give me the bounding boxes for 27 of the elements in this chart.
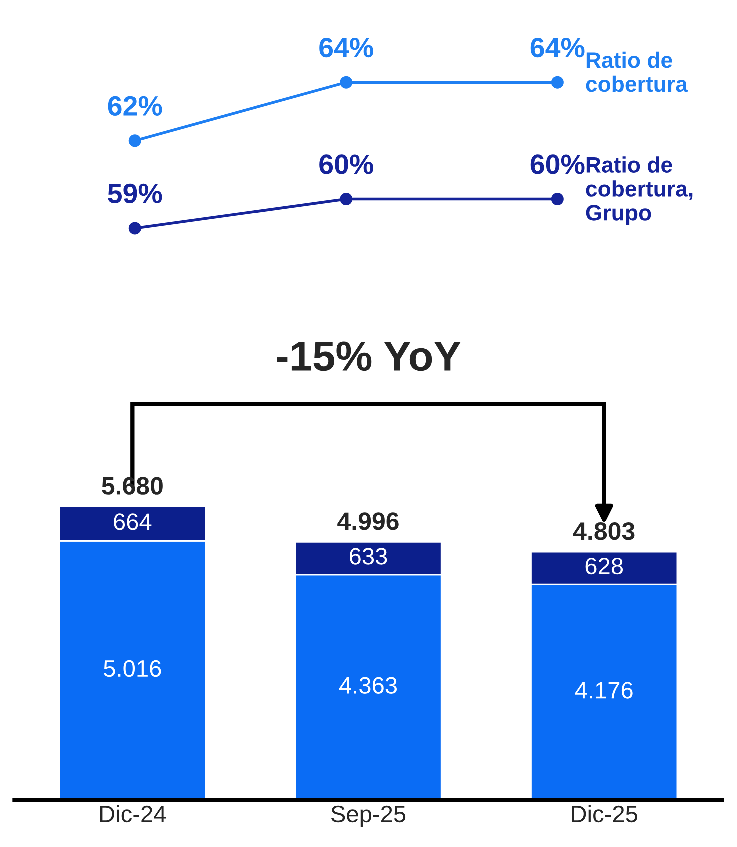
total-label: 4.996 [338, 512, 399, 530]
series-label: Ratio de cobertura [586, 52, 688, 92]
data-label: 4.363 [340, 677, 398, 694]
data-label: 60% [530, 154, 585, 174]
x-tick-label: Sep-25 [332, 806, 406, 828]
data-label: 633 [350, 548, 388, 565]
total-label: 4.803 [573, 522, 635, 540]
data-label: 664 [114, 514, 152, 530]
data-label: 64% [530, 38, 585, 58]
x-tick-label: Dic-24 [100, 805, 166, 823]
data-label: 5.016 [104, 660, 162, 678]
series-label: Ratio de cobertura, Grupo [586, 156, 693, 226]
data-label: 4.176 [575, 682, 633, 699]
point [128, 134, 142, 148]
data-label: 59% [108, 184, 162, 204]
point [340, 76, 353, 89]
point [551, 76, 564, 89]
data-label: 64% [320, 38, 374, 58]
point [340, 193, 353, 206]
data-label: 60% [320, 154, 374, 174]
x-tick-label: Dic-25 [572, 805, 638, 823]
point [128, 222, 142, 235]
total-label: 5.680 [102, 477, 163, 495]
point [551, 193, 564, 206]
data-label: 628 [586, 558, 624, 575]
text: -15% YoY [277, 342, 461, 372]
data-label: 62% [108, 96, 162, 116]
